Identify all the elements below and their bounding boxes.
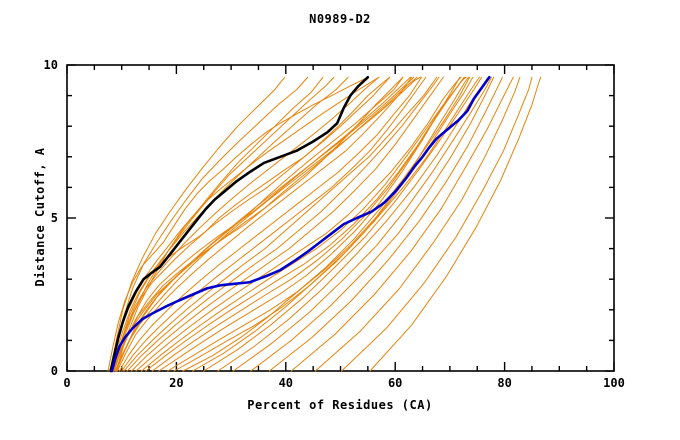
series-predictor-38 [115,76,324,372]
series-predictor-19 [140,76,465,372]
series-predictor-17 [131,76,444,372]
series-predictor-11 [116,76,413,372]
y-tick-label: 5 [50,211,58,225]
series-predictor-16 [126,76,440,372]
x-tick-label: 0 [63,376,71,390]
x-axis-label: Percent of Residues (CA) [247,398,433,412]
series-predictor-21 [151,76,466,372]
series-predictor-10 [112,76,404,372]
series-predictor-25 [182,76,471,372]
series-predictor-12 [119,76,422,372]
series-predictor-33 [314,76,521,372]
series-predictor-30 [250,76,495,372]
x-tick-label: 60 [387,376,403,390]
series-predictor-9 [115,76,415,372]
series-predictor-29 [232,76,492,372]
series-predictor-40 [110,76,286,372]
series-predictor-5 [110,76,391,372]
series-predictor-13 [121,76,427,372]
series-best-model [109,75,370,373]
y-tick-label: 10 [43,58,58,72]
series-predictor-27 [203,76,483,372]
series-predictor-31 [268,76,503,372]
series-predictor-14 [115,76,404,372]
series-predictor-26 [192,76,480,372]
series-predictor-34 [341,76,533,372]
x-tick-label: 20 [169,376,184,390]
series-predictor-35 [369,76,542,372]
series-predictor-36 [112,76,349,372]
series-predictor-22 [158,76,461,372]
series-reference-model [110,75,491,373]
series-predictor-39 [111,76,309,372]
series-predictor-7 [111,76,380,372]
series-predictor-32 [290,76,514,372]
y-tick-label: 0 [50,364,58,378]
x-tick-label: 80 [497,376,512,390]
chart-title: N0989-D2 [309,12,371,26]
series-predictor-37 [113,76,335,372]
series-predictor-23 [167,76,469,372]
series-predictor-15 [123,76,438,372]
series-predictor-6 [113,76,412,372]
x-tick-label: 100 [603,376,625,390]
series-predictor-18 [135,76,462,372]
x-tick-label: 40 [278,376,294,390]
